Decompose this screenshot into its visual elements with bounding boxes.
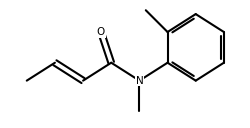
Text: N: N	[136, 76, 143, 86]
Text: O: O	[97, 27, 105, 37]
